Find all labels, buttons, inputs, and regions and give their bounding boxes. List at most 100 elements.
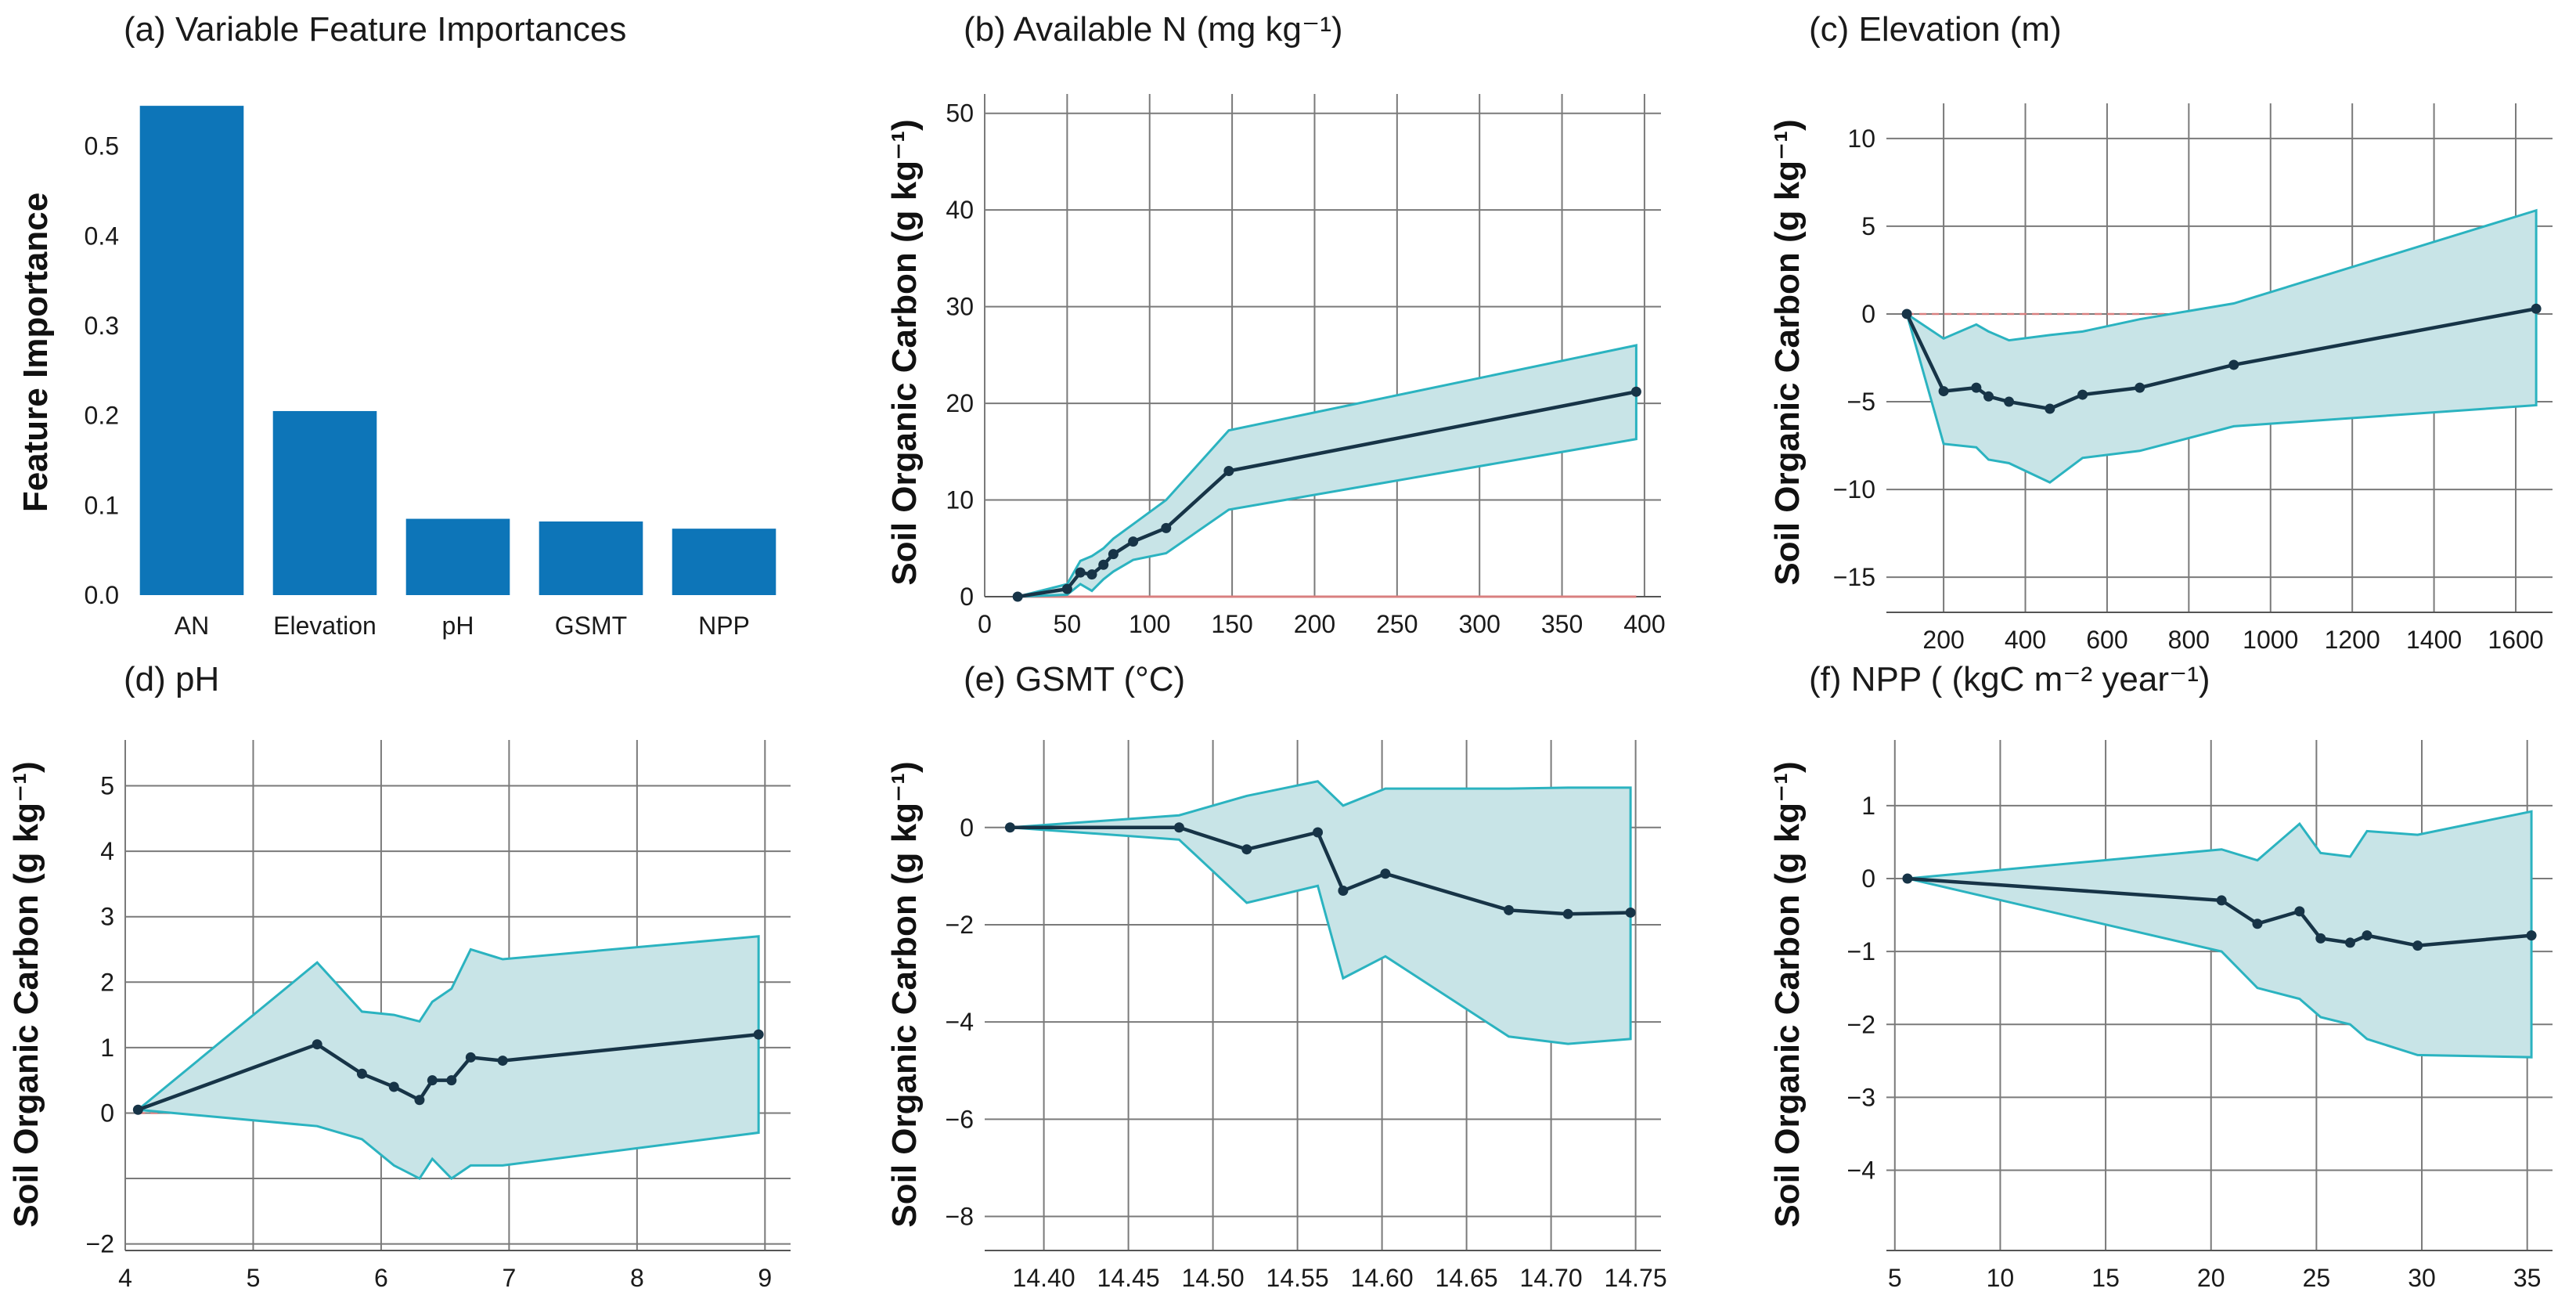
x-tick-label: 800 — [2168, 626, 2210, 654]
y-tick-label: 5 — [100, 772, 114, 800]
data-point — [2526, 930, 2537, 941]
data-point — [1061, 583, 1072, 594]
panel-a-feature-importance: (a) Variable Feature Importances Feature… — [16, 10, 776, 640]
bar-gsmt — [539, 521, 643, 595]
y-tick-label: 40 — [946, 196, 974, 224]
data-point — [2344, 937, 2355, 948]
x-tick-label: GSMT — [555, 612, 627, 640]
data-point — [1004, 822, 1015, 833]
y-tick-label: −15 — [1833, 563, 1875, 591]
data-point — [2252, 918, 2263, 929]
y-tick-label: −4 — [1847, 1157, 1875, 1185]
y-tick-label: 0.1 — [85, 491, 119, 519]
data-point — [465, 1052, 476, 1063]
x-tick-label: AN — [175, 612, 209, 640]
x-tick-label: 100 — [1129, 610, 1170, 638]
data-point — [1562, 908, 1573, 919]
x-tick-label: 7 — [502, 1264, 516, 1292]
x-tick-label: 8 — [630, 1264, 644, 1292]
y-tick-label: −2 — [946, 911, 974, 939]
confidence-band — [1904, 208, 2538, 484]
x-tick-label: Elevation — [273, 612, 376, 640]
bar-ph — [405, 518, 510, 595]
data-point — [1241, 844, 1252, 855]
data-point — [312, 1039, 322, 1050]
data-point — [446, 1075, 457, 1086]
data-point — [1625, 907, 1636, 918]
data-point — [1902, 873, 1913, 884]
y-tick-label: 3 — [100, 903, 114, 931]
data-point — [2362, 930, 2372, 941]
y-axis-label: Soil Organic Carbon (g kg⁻¹) — [1768, 119, 1807, 585]
data-point — [132, 1104, 143, 1115]
bar-npp — [672, 529, 776, 595]
data-point — [1161, 522, 1172, 533]
x-tick-label: 30 — [2408, 1264, 2436, 1292]
y-tick-label: −2 — [1847, 1010, 1875, 1038]
y-tick-label: 0.4 — [85, 222, 119, 250]
data-point — [1223, 466, 1234, 476]
x-tick-label: 9 — [758, 1264, 772, 1292]
y-tick-label: 0 — [1861, 300, 1875, 328]
x-tick-label: 250 — [1376, 610, 1418, 638]
mean-line — [1905, 307, 2537, 411]
x-tick-label: 600 — [2086, 626, 2127, 654]
confidence-band — [135, 935, 760, 1181]
panel-title: (b) Available N (mg kg⁻¹) — [964, 10, 1343, 49]
y-tick-label: 10 — [946, 486, 974, 514]
data-point — [2228, 359, 2239, 370]
y-tick-label: 50 — [946, 99, 974, 128]
y-tick-label: 0.5 — [85, 132, 119, 161]
y-tick-label: −4 — [946, 1008, 974, 1036]
y-tick-label: −10 — [1833, 475, 1875, 503]
data-point — [2315, 933, 2326, 944]
x-tick-label: 50 — [1054, 610, 1082, 638]
data-point — [2077, 389, 2088, 400]
data-point — [1983, 391, 1994, 402]
data-point — [1075, 567, 1086, 578]
x-tick-label: 14.60 — [1351, 1264, 1414, 1292]
y-tick-label: −3 — [1847, 1083, 1875, 1111]
data-point — [2004, 396, 2015, 407]
y-axis-label: Soil Organic Carbon (g kg⁻¹) — [7, 761, 45, 1227]
x-tick-label: 20 — [2197, 1264, 2225, 1292]
y-tick-label: 5 — [1861, 212, 1875, 240]
data-point — [1173, 822, 1184, 833]
y-tick-label: −5 — [1847, 388, 1875, 416]
x-tick-label: 400 — [2005, 626, 2046, 654]
x-tick-label: pH — [442, 612, 474, 640]
panel-title: (d) pH — [124, 660, 219, 698]
x-tick-label: 4 — [118, 1264, 132, 1292]
data-point — [427, 1075, 438, 1086]
y-tick-label: 30 — [946, 293, 974, 321]
data-point — [2531, 303, 2542, 314]
y-tick-label: 1 — [1861, 792, 1875, 820]
x-tick-label: 14.65 — [1436, 1264, 1498, 1292]
panel-title: (c) Elevation (m) — [1809, 10, 2062, 49]
y-axis-label: Feature Importance — [16, 193, 55, 512]
data-point — [1086, 569, 1097, 580]
x-tick-label: 35 — [2513, 1264, 2542, 1292]
y-tick-label: −1 — [1847, 937, 1875, 965]
y-tick-label: 0 — [960, 814, 974, 842]
data-point — [356, 1068, 367, 1079]
y-tick-label: 1 — [100, 1034, 114, 1062]
x-tick-label: 200 — [1294, 610, 1335, 638]
x-tick-label: 14.55 — [1266, 1264, 1329, 1292]
data-point — [2045, 403, 2055, 414]
y-tick-label: 0.2 — [85, 402, 119, 430]
data-point — [2412, 940, 2423, 951]
y-tick-label: 0 — [100, 1099, 114, 1127]
x-tick-label: 14.40 — [1013, 1264, 1075, 1292]
confidence-band — [1907, 810, 2533, 1059]
data-point — [1971, 382, 1982, 393]
data-point — [1098, 559, 1109, 570]
data-point — [2294, 906, 2305, 917]
data-point — [1504, 904, 1515, 915]
data-point — [1630, 386, 1641, 397]
x-tick-label: 350 — [1541, 610, 1583, 638]
data-point — [1012, 591, 1023, 602]
y-tick-label: 20 — [946, 389, 974, 417]
x-tick-label: 150 — [1211, 610, 1252, 638]
data-point — [2135, 382, 2145, 393]
